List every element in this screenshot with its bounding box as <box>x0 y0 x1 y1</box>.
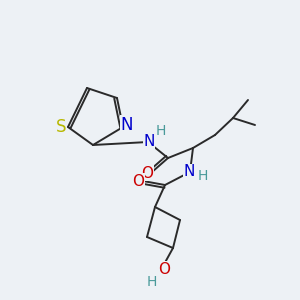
Text: H: H <box>156 124 166 138</box>
Text: S: S <box>56 118 66 136</box>
Text: N: N <box>183 164 195 179</box>
Text: O: O <box>141 166 153 181</box>
Text: O: O <box>132 173 144 188</box>
Text: H: H <box>147 275 157 289</box>
Text: N: N <box>143 134 155 148</box>
Text: O: O <box>158 262 170 277</box>
Text: H: H <box>198 169 208 183</box>
Text: N: N <box>121 116 133 134</box>
